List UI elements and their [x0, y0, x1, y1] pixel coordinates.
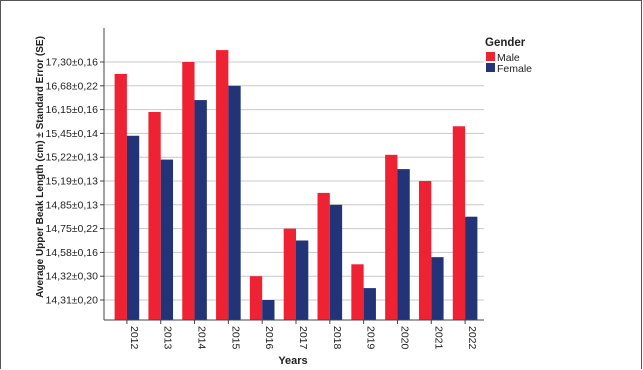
legend: Gender Male Female — [485, 37, 532, 75]
bar-male-2013 — [148, 111, 161, 320]
x-tick-label: 2015 — [229, 326, 241, 350]
y-tick-labels: 14,31±0,20 14,32±0,30 14,58±0,16 14,75±0,22… — [46, 57, 104, 307]
bar-male-2018 — [317, 192, 330, 320]
legend-title: Gender — [485, 37, 526, 49]
bar-male-2019 — [351, 264, 364, 320]
bar-female-2017 — [296, 240, 309, 320]
y-tick-label: 15,22±0,13 — [46, 152, 99, 164]
y-tick-label: 14,75±0,22 — [46, 223, 99, 235]
bar-female-2013 — [160, 159, 174, 320]
bar-male-2020 — [385, 154, 398, 320]
bar-female-2016 — [262, 300, 275, 320]
y-tick-label: 15,45±0,14 — [46, 128, 99, 140]
x-tick-label: 2022 — [466, 326, 478, 350]
y-tick-label: 16,15±0,16 — [46, 104, 99, 116]
x-tick-label: 2016 — [263, 326, 275, 350]
bar-male-2017 — [283, 228, 296, 320]
x-tick-label: 2017 — [297, 326, 309, 350]
legend-label-female: Female — [497, 63, 532, 75]
y-tick-label: 14,58±0,16 — [46, 247, 99, 259]
y-tick-label: 14,85±0,13 — [46, 199, 99, 211]
legend-swatch-female — [486, 63, 495, 72]
bar-male-2015 — [216, 50, 229, 320]
x-tick-label: 2014 — [196, 326, 208, 350]
bar-male-2016 — [249, 276, 263, 320]
bar-female-2015 — [228, 85, 241, 320]
bar-male-2022 — [452, 126, 466, 320]
bar-female-2012 — [126, 135, 140, 320]
x-tick-labels: 2012 2013 2014 2015 2016 2017 2018 2019 2020 2021… — [126, 320, 478, 350]
bar-female-2014 — [194, 100, 207, 320]
bars — [114, 50, 478, 321]
bar-male-2014 — [182, 62, 195, 320]
x-tick-label: 2021 — [432, 326, 444, 350]
x-tick-label: 2019 — [365, 326, 377, 350]
x-tick-label: 2013 — [162, 326, 174, 350]
bar-male-2012 — [114, 73, 127, 321]
axes — [103, 28, 484, 321]
x-axis-title: Years — [278, 355, 307, 367]
y-axis-title: Average Upper Beak Length (cm) ± Standar… — [35, 36, 46, 298]
bar-female-2018 — [329, 204, 343, 320]
bar-female-2021 — [431, 257, 444, 320]
y-tick-label: 14,31±0,20 — [46, 295, 99, 307]
bar-male-2021 — [418, 181, 432, 320]
y-tick-label: 16,68±0,22 — [46, 80, 99, 92]
bar-female-2020 — [397, 169, 410, 320]
bar-female-2022 — [465, 216, 478, 320]
y-tick-label: 14,32±0,30 — [46, 271, 99, 283]
x-tick-label: 2018 — [331, 326, 343, 350]
x-tick-label: 2020 — [398, 326, 410, 350]
y-tick-label: 15,19±0,13 — [46, 176, 99, 188]
legend-label-male: Male — [497, 52, 520, 64]
legend-swatch-male — [486, 52, 495, 61]
x-tick-label: 2012 — [128, 326, 140, 350]
y-tick-label: 17,30±0,16 — [46, 57, 99, 69]
bar-female-2019 — [363, 288, 376, 320]
